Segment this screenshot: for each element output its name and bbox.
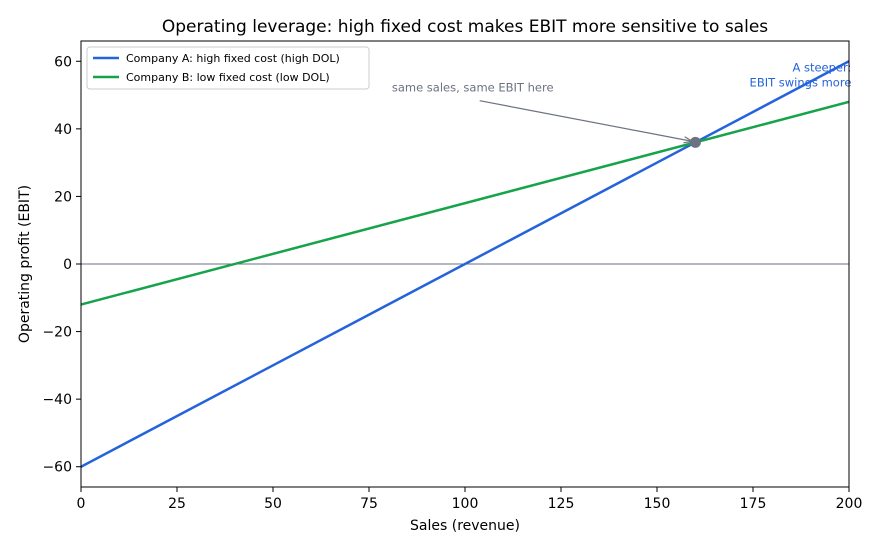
annotation-same-ebit: same sales, same EBIT here (392, 81, 554, 95)
legend-label-company-a: Company A: high fixed cost (high DOL) (126, 52, 340, 65)
y-tick-label: 20 (54, 189, 72, 205)
x-tick-label: 50 (264, 496, 282, 512)
legend-box (86, 46, 370, 90)
x-tick-label: 125 (548, 496, 575, 512)
y-tick-label: 60 (54, 54, 72, 70)
x-tick-label: 25 (168, 496, 186, 512)
series-line-company-a (81, 60, 849, 468)
y-tick-label: −20 (42, 325, 72, 341)
x-axis-label: Sales (revenue) (410, 518, 520, 534)
series-line-company-b (81, 100, 849, 306)
x-tick-label: 75 (360, 496, 378, 512)
annotation-arrow-line (479, 100, 693, 142)
y-axis: −60 −40 −20 0 20 40 60 (42, 54, 81, 476)
y-tick-label: 40 (54, 122, 72, 138)
x-tick-label: 100 (452, 496, 479, 512)
y-tick-label: 0 (63, 257, 72, 273)
x-tick-label: 175 (740, 496, 767, 512)
x-tick-label: 150 (644, 496, 671, 512)
plot-area: same sales, same EBIT here A steeper: EBIT… (81, 60, 852, 468)
y-axis-label: Operating profit (EBIT) (17, 185, 33, 343)
legend-label-company-b: Company B: low fixed cost (low DOL) (126, 71, 330, 84)
y-tick-label: −40 (42, 392, 72, 408)
x-tick-label: 0 (77, 496, 86, 512)
x-tick-label: 200 (836, 496, 863, 512)
annotation-a-steeper: A steeper: EBIT swings more (750, 60, 852, 89)
intersection-point (689, 136, 701, 148)
legend: Company A: high fixed cost (high DOL) Co… (86, 46, 370, 90)
x-axis: 0 25 50 75 100 125 150 175 200 (77, 487, 863, 512)
y-tick-label: −60 (42, 460, 72, 476)
chart-title: Operating leverage: high fixed cost make… (162, 17, 768, 37)
